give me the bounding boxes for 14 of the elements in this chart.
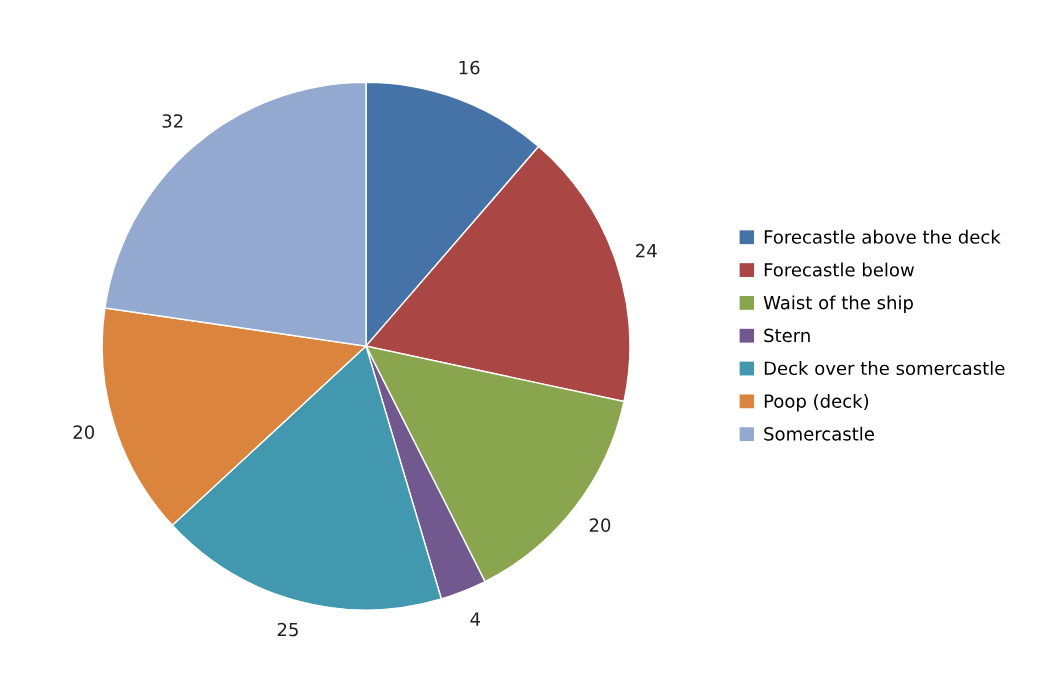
legend-label: Forecastle above the deck [764, 229, 1001, 244]
data-label: 24 [636, 243, 657, 258]
legend-label: Forecastle below [764, 262, 914, 277]
data-label: 20 [589, 518, 611, 532]
legend-label: Somercastle [764, 426, 874, 441]
data-label: 25 [277, 622, 298, 637]
data-label: 16 [459, 60, 480, 75]
data-label: 32 [162, 114, 183, 128]
legend-label: Stern [764, 328, 810, 343]
data-label: 20 [73, 425, 95, 439]
data-label: 4 [470, 612, 481, 626]
legend-label: Waist of the ship [763, 295, 913, 313]
legend-label: Poop (deck) [764, 393, 869, 412]
legend-label: Deck over the somercastle [764, 361, 1005, 376]
